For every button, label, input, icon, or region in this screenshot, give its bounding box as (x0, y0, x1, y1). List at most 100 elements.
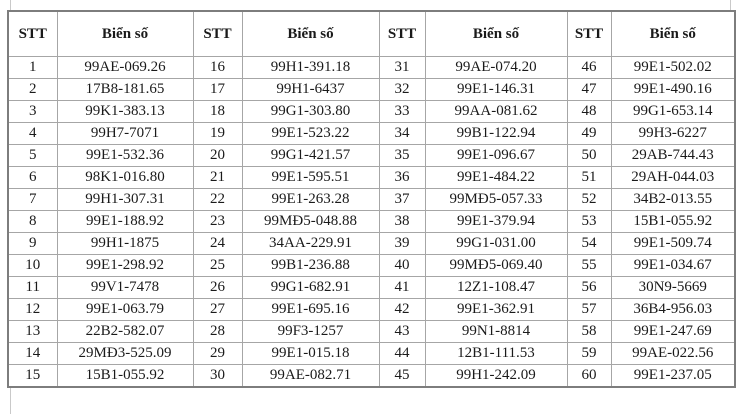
table-row: 4 99H7-7071 19 99E1-523.22 34 99B1-122.94 49 99… (7, 122, 736, 145)
stt-cell: 37 (378, 188, 426, 211)
plate-cell: 99E1-362.91 (424, 298, 568, 321)
stt-cell: 3 (7, 100, 58, 123)
stt-cell: 58 (566, 320, 612, 343)
stt-cell: 51 (566, 166, 612, 189)
table-row: 3 99K1-383.13 18 99G1-303.80 33 99AA-081.62 48… (7, 100, 736, 123)
plate-cell: 99E1-523.22 (241, 122, 380, 145)
plate-cell: 34AA-229.91 (241, 232, 380, 255)
plate-cell: 15B1-055.92 (610, 210, 736, 233)
stt-cell: 35 (378, 144, 426, 167)
stt-cell: 49 (566, 122, 612, 145)
header-plate-1: Biển số (56, 10, 194, 57)
stt-cell: 46 (566, 56, 612, 79)
plate-cell: 99MĐ5-069.40 (424, 254, 568, 277)
stt-cell: 15 (7, 364, 58, 388)
plate-cell: 15B1-055.92 (56, 364, 194, 388)
stt-cell: 30 (192, 364, 243, 388)
plate-cell: 99E1-247.69 (610, 320, 736, 343)
header-stt-3: STT (378, 10, 426, 57)
stt-cell: 43 (378, 320, 426, 343)
header-row: STT Biển số STT Biển số STT Biển số STT … (7, 10, 736, 57)
plate-cell: 99MĐ5-057.33 (424, 188, 568, 211)
stt-cell: 4 (7, 122, 58, 145)
plate-cell: 99E1-034.67 (610, 254, 736, 277)
table-row: 7 99H1-307.31 22 99E1-263.28 37 99MĐ5-057.33 5… (7, 188, 736, 211)
stt-cell: 52 (566, 188, 612, 211)
stt-cell: 39 (378, 232, 426, 255)
plate-cell: 99E1-298.92 (56, 254, 194, 277)
plate-cell: 29AH-044.03 (610, 166, 736, 189)
plate-cell: 99E1-063.79 (56, 298, 194, 321)
stt-cell: 60 (566, 364, 612, 388)
stt-cell: 1 (7, 56, 58, 79)
plate-cell: 22B2-582.07 (56, 320, 194, 343)
header-stt-4: STT (566, 10, 612, 57)
table-row: 9 99H1-1875 24 34AA-229.91 39 99G1-031.00 54 99… (7, 232, 736, 255)
plate-cell: 99E1-015.18 (241, 342, 380, 365)
stt-cell: 45 (378, 364, 426, 388)
plate-cell: 98K1-016.80 (56, 166, 194, 189)
plate-cell: 99E1-695.16 (241, 298, 380, 321)
stt-cell: 20 (192, 144, 243, 167)
stt-cell: 12 (7, 298, 58, 321)
stt-cell: 34 (378, 122, 426, 145)
plate-cell: 30N9-5669 (610, 276, 736, 299)
table-row: 15 15B1-055.92 30 99AE-082.71 45 99H1-242.09 6… (7, 364, 736, 388)
stt-cell: 36 (378, 166, 426, 189)
plate-cell: 17B8-181.65 (56, 78, 194, 101)
plate-cell: 34B2-013.55 (610, 188, 736, 211)
header-stt-2: STT (192, 10, 243, 57)
stt-cell: 40 (378, 254, 426, 277)
stt-cell: 25 (192, 254, 243, 277)
plate-cell: 99H3-6227 (610, 122, 736, 145)
plate-cell: 99E1-146.31 (424, 78, 568, 101)
plate-cell: 29AB-744.43 (610, 144, 736, 167)
table-body: 1 99AE-069.26 16 99H1-391.18 31 99AE-074.20 46… (7, 56, 736, 388)
stt-cell: 6 (7, 166, 58, 189)
table-row: 5 99E1-532.36 20 99G1-421.57 35 99E1-096.67 50… (7, 144, 736, 167)
plate-cell: 99E1-096.67 (424, 144, 568, 167)
table-row: 14 29MĐ3-525.09 29 99E1-015.18 44 12B1-111.53… (7, 342, 736, 365)
stt-cell: 14 (7, 342, 58, 365)
stt-cell: 22 (192, 188, 243, 211)
stt-cell: 48 (566, 100, 612, 123)
plate-cell: 99AE-074.20 (424, 56, 568, 79)
plate-cell: 99G1-653.14 (610, 100, 736, 123)
table-row: 10 99E1-298.92 25 99B1-236.88 40 99MĐ5-069.40… (7, 254, 736, 277)
plate-cell: 99G1-421.57 (241, 144, 380, 167)
stt-cell: 9 (7, 232, 58, 255)
plate-cell: 99AA-081.62 (424, 100, 568, 123)
header-plate-4: Biển số (610, 10, 736, 57)
plate-cell: 99G1-031.00 (424, 232, 568, 255)
stt-cell: 28 (192, 320, 243, 343)
stt-cell: 13 (7, 320, 58, 343)
stt-cell: 59 (566, 342, 612, 365)
stt-cell: 57 (566, 298, 612, 321)
table-row: 2 17B8-181.65 17 99H1-6437 32 99E1-146.31 47 99… (7, 78, 736, 101)
plate-cell: 99F3-1257 (241, 320, 380, 343)
plate-cell: 99G1-682.91 (241, 276, 380, 299)
stt-cell: 29 (192, 342, 243, 365)
plate-cell: 99AE-022.56 (610, 342, 736, 365)
plate-cell: 99E1-532.36 (56, 144, 194, 167)
plate-cell: 99H1-391.18 (241, 56, 380, 79)
stt-cell: 27 (192, 298, 243, 321)
stt-cell: 47 (566, 78, 612, 101)
plate-cell: 99E1-490.16 (610, 78, 736, 101)
header-plate-3: Biển số (424, 10, 568, 57)
plate-cell: 99V1-7478 (56, 276, 194, 299)
plate-cell: 99N1-8814 (424, 320, 568, 343)
stt-cell: 33 (378, 100, 426, 123)
stt-cell: 44 (378, 342, 426, 365)
stt-cell: 54 (566, 232, 612, 255)
stt-cell: 41 (378, 276, 426, 299)
stt-cell: 32 (378, 78, 426, 101)
plate-cell: 99AE-069.26 (56, 56, 194, 79)
stt-cell: 50 (566, 144, 612, 167)
stt-cell: 56 (566, 276, 612, 299)
stt-cell: 55 (566, 254, 612, 277)
stt-cell: 16 (192, 56, 243, 79)
plate-cell: 12B1-111.53 (424, 342, 568, 365)
plate-cell: 29MĐ3-525.09 (56, 342, 194, 365)
plate-cell: 99E1-379.94 (424, 210, 568, 233)
